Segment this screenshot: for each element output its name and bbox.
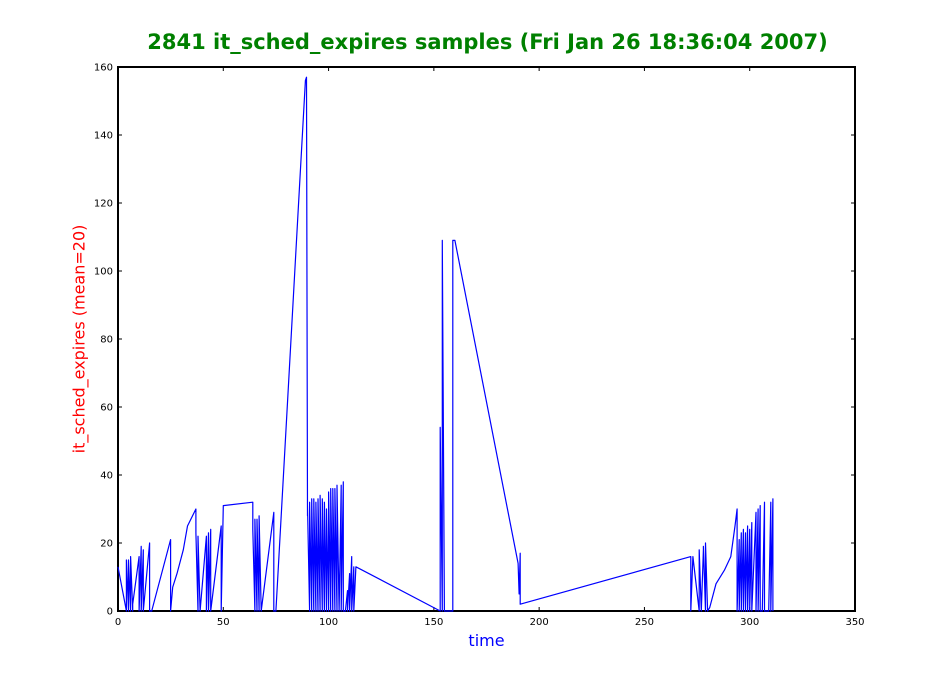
- y-axis-label: it_sched_expires (mean=20): [69, 224, 89, 454]
- y-tick-label: 120: [94, 199, 113, 210]
- x-tick-label: 250: [635, 617, 654, 628]
- y-tick-label: 140: [94, 131, 113, 142]
- y-tick-label: 0: [107, 607, 113, 618]
- y-tick-label: 160: [94, 63, 113, 74]
- x-tick-label: 50: [217, 617, 230, 628]
- plot-frame: [117, 66, 856, 612]
- x-tick-label: 0: [115, 617, 121, 628]
- x-tick-label: 200: [530, 617, 549, 628]
- x-tick-label: 100: [319, 617, 338, 628]
- x-tick-label: 150: [424, 617, 443, 628]
- y-tick-label: 20: [100, 539, 113, 550]
- y-tick-label: 80: [100, 335, 113, 346]
- chart-title: 2841 it_sched_expires samples (Fri Jan 2…: [147, 30, 828, 54]
- x-tick-label: 350: [845, 617, 864, 628]
- series-line: [117, 76, 774, 612]
- x-tick-label: 300: [740, 617, 759, 628]
- y-tick-label: 100: [94, 267, 113, 278]
- x-axis-label: time: [468, 631, 505, 650]
- axis-ticks: 0 50 100 150 200 250 300 350 0 20 40 60 80 100 120 140 1…: [94, 63, 865, 629]
- y-tick-label: 60: [100, 403, 113, 414]
- y-tick-label: 40: [100, 471, 113, 482]
